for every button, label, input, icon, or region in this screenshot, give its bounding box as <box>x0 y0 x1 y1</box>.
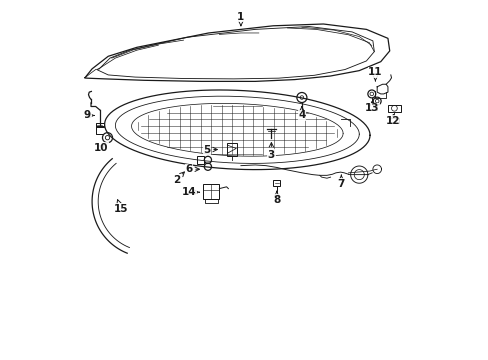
Text: 2: 2 <box>172 172 184 185</box>
Text: 10: 10 <box>94 143 108 153</box>
Text: 9: 9 <box>84 111 94 121</box>
Text: 15: 15 <box>113 200 128 214</box>
Text: 3: 3 <box>267 143 274 160</box>
Text: 13: 13 <box>364 102 378 113</box>
Text: 7: 7 <box>337 175 345 189</box>
Text: 5: 5 <box>203 144 217 154</box>
Text: 6: 6 <box>185 164 199 174</box>
Text: 1: 1 <box>237 12 244 26</box>
Text: 11: 11 <box>367 67 382 81</box>
Text: 14: 14 <box>181 187 199 197</box>
Text: 4: 4 <box>298 107 305 121</box>
Text: 8: 8 <box>273 191 280 205</box>
Text: 12: 12 <box>386 115 400 126</box>
